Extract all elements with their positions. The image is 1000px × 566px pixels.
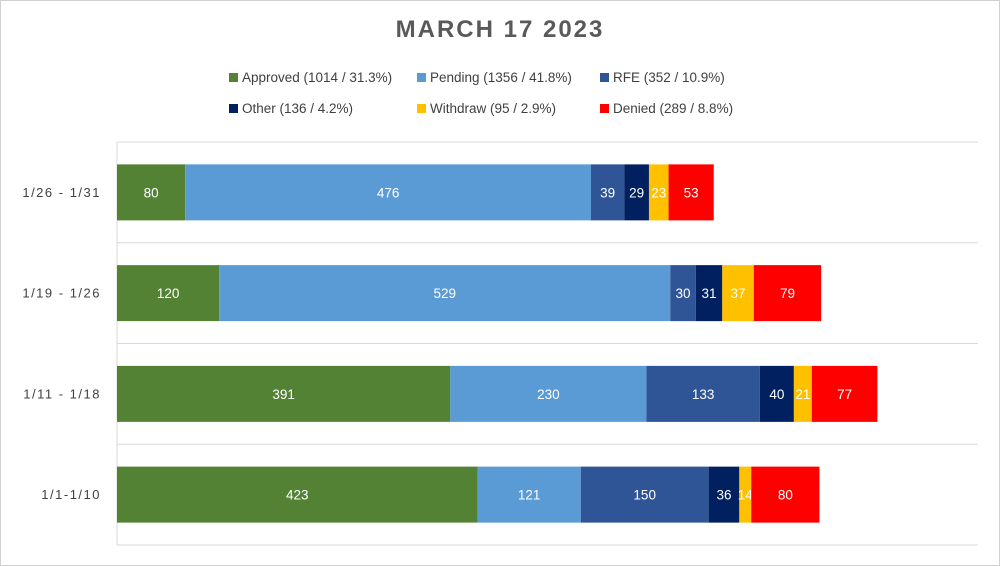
data-label: 121 <box>518 488 541 503</box>
legend-item-1: Pending (1356 / 41.8%) <box>417 70 572 85</box>
legend-swatch <box>417 73 426 82</box>
bar-segment <box>759 365 794 422</box>
data-label: 133 <box>692 387 715 402</box>
bar-segment <box>117 265 220 322</box>
legend-item-3: Other (136 / 4.2%) <box>229 101 353 116</box>
legend-swatch <box>229 104 238 113</box>
bar-segment <box>793 365 812 422</box>
bar-segment <box>185 164 591 221</box>
data-label: 37 <box>731 286 746 301</box>
bar-segment <box>695 265 723 322</box>
data-label: 40 <box>769 387 784 402</box>
legend-label: RFE (352 / 10.9%) <box>613 70 725 85</box>
legend-swatch <box>600 73 609 82</box>
bar-segment <box>117 164 186 221</box>
data-label: 36 <box>716 488 731 503</box>
category-label: 1/19 - 1/26 <box>22 286 101 301</box>
data-label: 39 <box>600 185 615 200</box>
data-label: 14 <box>738 488 754 503</box>
legend-item-2: RFE (352 / 10.9%) <box>600 70 725 85</box>
bar-segment <box>646 365 760 422</box>
data-label: 31 <box>702 286 717 301</box>
bar-segment <box>648 164 669 221</box>
bar-segment <box>624 164 649 221</box>
data-label: 476 <box>377 185 400 200</box>
bar-segment <box>753 265 822 322</box>
legend-swatch <box>600 104 609 113</box>
data-label: 53 <box>684 185 699 200</box>
bar-segment <box>811 365 878 422</box>
bar-segment <box>117 365 451 422</box>
legend-label: Withdraw (95 / 2.9%) <box>430 101 557 116</box>
category-label: 1/11 - 1/18 <box>23 386 101 401</box>
data-label: 29 <box>629 185 644 200</box>
bar-segment <box>722 265 754 322</box>
category-label: 1/26 - 1/31 <box>22 185 101 200</box>
legend-label: Pending (1356 / 41.8%) <box>430 70 572 85</box>
bar-segment <box>450 365 647 422</box>
bar-segment <box>668 164 714 221</box>
data-label: 230 <box>537 387 560 402</box>
data-label: 423 <box>286 488 309 503</box>
legend-label: Other (136 / 4.2%) <box>242 101 354 116</box>
data-label: 120 <box>157 286 180 301</box>
data-label: 21 <box>795 387 810 402</box>
legend-label: Denied (289 / 8.8%) <box>613 101 734 116</box>
data-label: 150 <box>633 488 656 503</box>
legend-swatch <box>417 104 426 113</box>
data-label: 80 <box>144 185 159 200</box>
bar-segment <box>670 265 696 322</box>
bar-segment <box>708 466 740 523</box>
legend-item-5: Denied (289 / 8.8%) <box>600 101 733 116</box>
chart-title: MARCH 17 2023 <box>395 16 605 43</box>
data-label: 79 <box>780 286 795 301</box>
bar-segment <box>590 164 625 221</box>
bar-segment <box>580 466 709 523</box>
bar-segment <box>477 466 581 523</box>
data-label: 529 <box>434 286 457 301</box>
legend-item-4: Withdraw (95 / 2.9%) <box>417 101 556 116</box>
legend-swatch <box>229 73 238 82</box>
data-label: 391 <box>272 387 295 402</box>
bar-segment <box>751 466 820 523</box>
bar-segment <box>219 265 671 322</box>
data-label: 77 <box>837 387 852 402</box>
data-label: 23 <box>651 185 666 200</box>
category-label: 1/1-1/10 <box>41 487 101 502</box>
legend-label: Approved (1014 / 31.3%) <box>242 70 393 85</box>
data-label: 80 <box>778 488 793 503</box>
bar-segment <box>117 466 478 523</box>
data-label: 30 <box>676 286 691 301</box>
bar-segment <box>739 466 752 523</box>
legend-item-0: Approved (1014 / 31.3%) <box>229 70 392 85</box>
